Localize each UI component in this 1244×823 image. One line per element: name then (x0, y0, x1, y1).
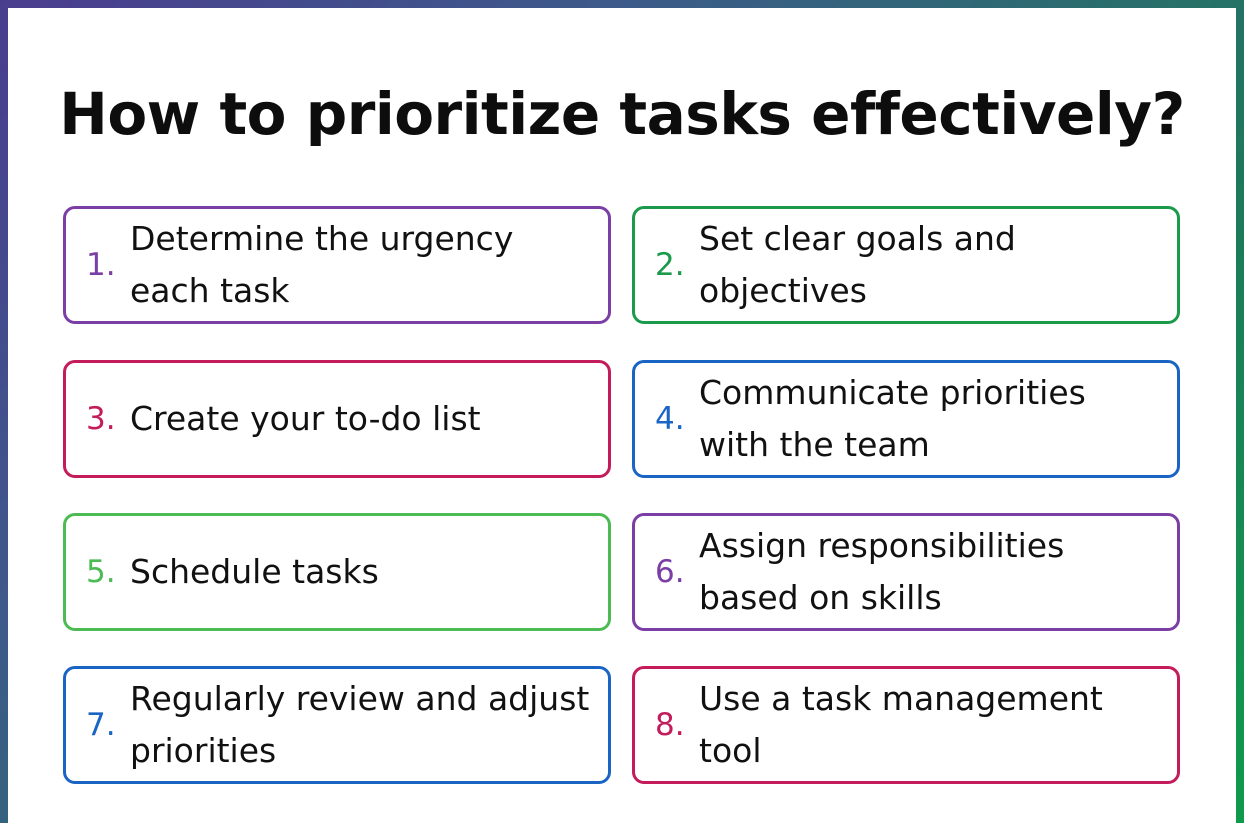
tip-card-2: 2. Set clear goals and objectives (632, 206, 1180, 324)
tip-text: Set clear goals and objectives (699, 219, 1016, 310)
tip-card-5: 5. Schedule tasks (63, 513, 611, 631)
tip-text: Create your to-do list (130, 399, 481, 438)
tip-number: 8. (655, 707, 685, 743)
tip-text: Use a task management tool (699, 679, 1103, 770)
tip-card-6: 6. Assign responsibilities based on skil… (632, 513, 1180, 631)
tip-card-8: 8. Use a task management tool (632, 666, 1180, 784)
tip-card-4: 4. Communicate priorities with the team (632, 360, 1180, 478)
tip-text: Determine the urgency each task (130, 219, 514, 310)
tip-number: 3. (86, 401, 116, 437)
tip-number: 4. (655, 401, 685, 437)
tip-text: Regularly review and adjust priorities (130, 679, 590, 770)
tip-card-1: 1. Determine the urgency each task (63, 206, 611, 324)
page-title: How to prioritize tasks effectively? (59, 80, 1185, 148)
tip-text: Schedule tasks (130, 552, 379, 591)
tip-number: 7. (86, 707, 116, 743)
tip-number: 6. (655, 554, 685, 590)
content-panel: How to prioritize tasks effectively? 1. … (8, 8, 1236, 823)
tip-card-3: 3. Create your to-do list (63, 360, 611, 478)
tip-text: Assign responsibilities based on skills (699, 526, 1065, 617)
tip-card-7: 7. Regularly review and adjust prioritie… (63, 666, 611, 784)
tip-text: Communicate priorities with the team (699, 373, 1086, 464)
tip-number: 1. (86, 247, 116, 283)
tip-number: 5. (86, 554, 116, 590)
tip-number: 2. (655, 247, 685, 283)
